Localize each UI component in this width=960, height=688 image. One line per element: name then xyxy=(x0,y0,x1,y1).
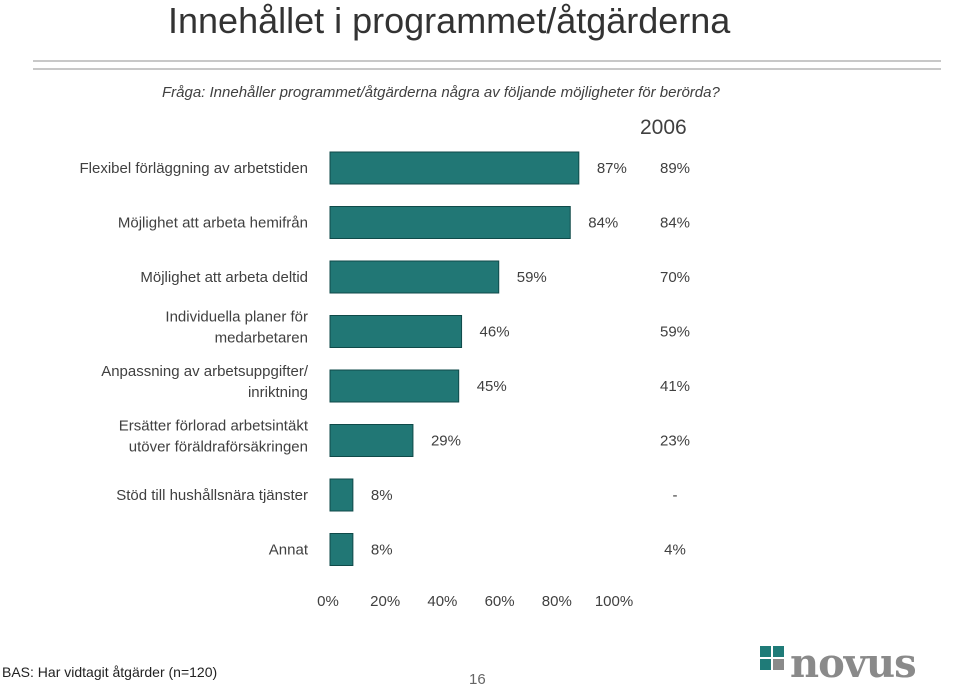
value-label: 87% xyxy=(597,160,627,177)
category-label: Anpassning av arbetsuppgifter/inriktning xyxy=(101,363,309,401)
base-note: BAS: Har vidtagit åtgärder (n=120) xyxy=(2,664,218,680)
value-label: 84% xyxy=(588,215,618,232)
value-label: 29% xyxy=(431,433,461,450)
value-label: 46% xyxy=(480,324,510,341)
category-label: Stöd till hushållsnära tjänster xyxy=(116,487,308,504)
category-label: Möjlighet att arbeta deltid xyxy=(140,269,308,286)
category-label: Annat xyxy=(269,542,309,559)
x-tick-label: 60% xyxy=(485,593,515,610)
x-tick-label: 20% xyxy=(370,593,400,610)
bar xyxy=(329,315,463,348)
novus-logo: novus xyxy=(760,640,917,686)
comparison-value: 59% xyxy=(660,324,690,341)
bar xyxy=(329,151,580,185)
x-tick-label: 0% xyxy=(317,593,339,610)
survey-question: Fråga: Innehåller programmet/åtgärderna … xyxy=(162,84,720,101)
bar xyxy=(329,260,500,294)
category-label: Individuella planer för medarbetaren xyxy=(165,309,308,347)
bar xyxy=(329,424,414,457)
comparison-value: 84% xyxy=(660,215,690,232)
x-tick-label: 80% xyxy=(542,593,572,610)
value-label: 45% xyxy=(477,378,507,395)
comparison-value: 4% xyxy=(664,542,686,559)
bar xyxy=(329,369,460,403)
value-label: 8% xyxy=(371,542,393,559)
logo-mark-icon xyxy=(760,646,784,670)
bar xyxy=(329,478,354,512)
x-tick-label: 40% xyxy=(427,593,457,610)
comparison-value: 89% xyxy=(660,160,690,177)
x-tick-label: 100% xyxy=(595,593,633,610)
bar-chart: Flexibel förläggning av arbetstiden 87% 89… xyxy=(80,151,690,610)
comparison-year-header: 2006 xyxy=(640,116,687,139)
title-divider xyxy=(33,60,941,70)
bar xyxy=(329,533,354,566)
comparison-value: 23% xyxy=(660,433,690,450)
page-title: Innehållet i programmet/åtgärderna xyxy=(168,0,731,41)
bar xyxy=(329,206,571,239)
category-label: Ersätter förlorad arbetsintäkt utöver för… xyxy=(119,418,309,456)
comparison-value: - xyxy=(673,487,678,504)
category-label: Möjlighet att arbeta hemifrån xyxy=(118,215,308,232)
logo-wordmark: novus xyxy=(790,640,916,686)
comparison-value: 70% xyxy=(660,269,690,286)
page-number: 16 xyxy=(469,671,486,688)
category-label: Flexibel förläggning av arbetstiden xyxy=(80,160,308,177)
value-label: 8% xyxy=(371,487,393,504)
value-label: 59% xyxy=(517,269,547,286)
comparison-value: 41% xyxy=(660,378,690,395)
